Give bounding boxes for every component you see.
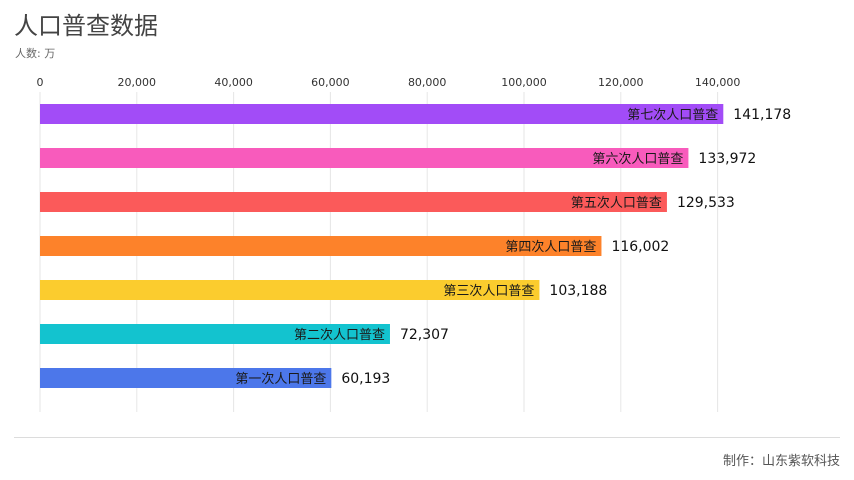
bar-category-label: 第五次人口普查	[571, 195, 662, 211]
bar	[40, 324, 390, 344]
x-tick-label: 140,000	[695, 76, 741, 89]
x-tick-label: 60,000	[311, 76, 350, 89]
bar	[40, 236, 602, 256]
x-axis-ticks: 0 20,000 40,000 60,000 80,000 100,000 120,000 1…	[37, 76, 741, 89]
bar-value-label: 129,533	[677, 195, 735, 211]
bar-category-label: 第一次人口普查	[235, 371, 326, 387]
page-title: 人口普查数据	[14, 12, 158, 40]
bar-category-label: 第七次人口普查	[627, 107, 718, 123]
bars: 第七次人口普查 141,178 第六次人口普查 133,972 第五次人口普查 129,5…	[40, 104, 791, 388]
bar-value-label: 141,178	[733, 107, 791, 123]
credit-text: 制作：山东紫软科技	[722, 454, 840, 469]
bar-category-label: 第六次人口普查	[592, 151, 683, 167]
x-tick-label: 40,000	[214, 76, 253, 89]
x-tick-label: 0	[37, 76, 44, 89]
x-tick-label: 100,000	[501, 76, 547, 89]
bar-value-label: 72,307	[400, 327, 449, 343]
bar	[40, 192, 667, 212]
x-tick-label: 20,000	[118, 76, 157, 89]
bar	[40, 104, 724, 124]
bar-category-label: 第三次人口普查	[443, 283, 534, 299]
bar	[40, 148, 689, 168]
x-tick-label: 80,000	[408, 76, 447, 89]
bar-value-label: 133,972	[698, 151, 756, 167]
bar-value-label: 60,193	[341, 371, 390, 387]
bar-value-label: 103,188	[549, 283, 607, 299]
bar-category-label: 第四次人口普查	[505, 239, 596, 255]
unit-label: 人数: 万	[15, 47, 56, 60]
footer-divider	[14, 437, 840, 438]
bar-value-label: 116,002	[611, 239, 669, 255]
bar-category-label: 第二次人口普查	[294, 327, 385, 343]
bar	[40, 368, 332, 388]
x-tick-label: 120,000	[598, 76, 644, 89]
bar	[40, 280, 540, 300]
